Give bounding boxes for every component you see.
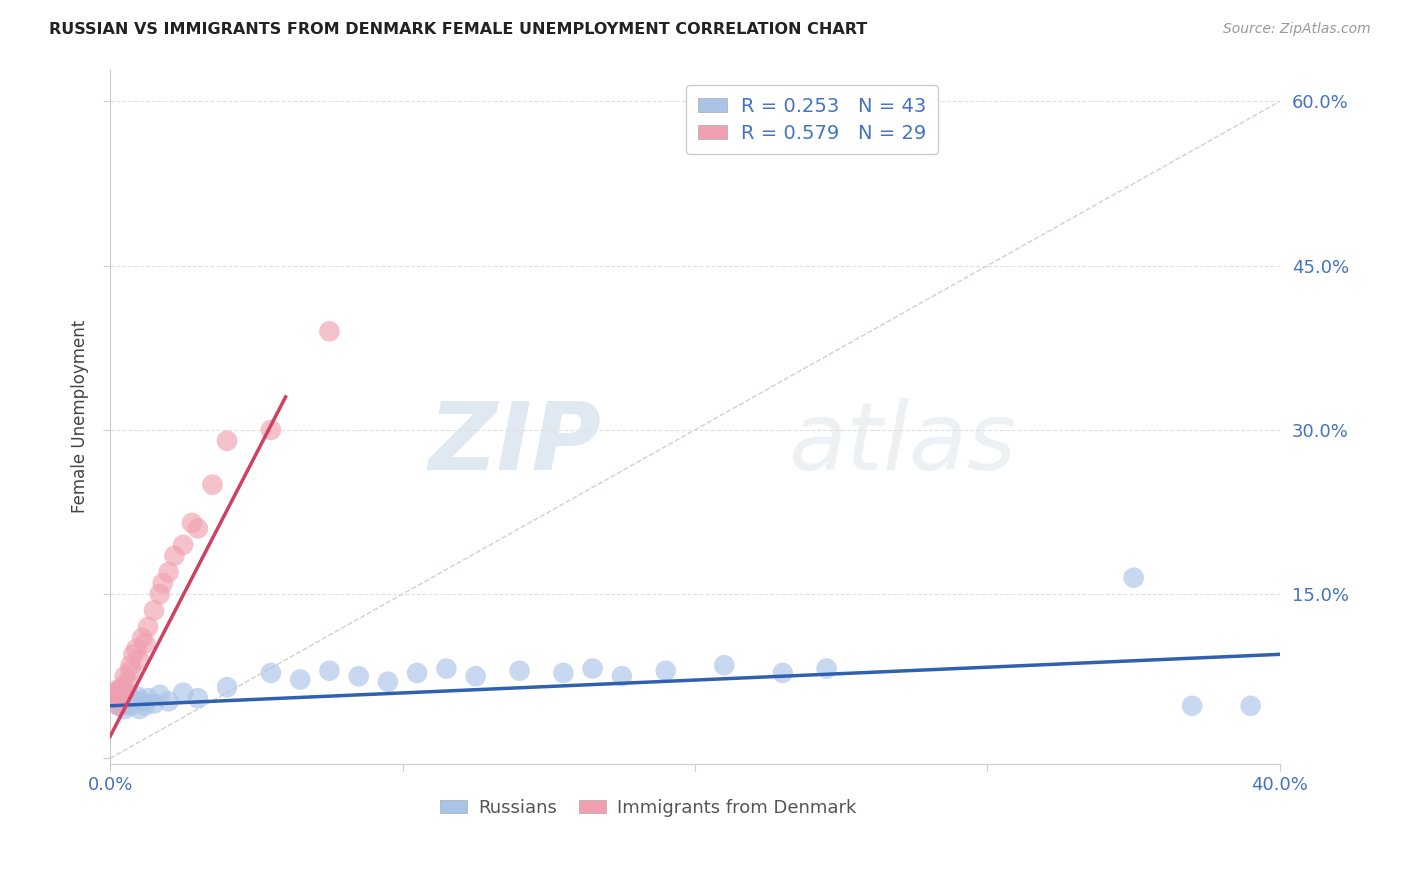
Point (1181, 698, 1204, 713)
Point (815, 662, 838, 676)
Point (131, 694, 153, 708)
Point (114, 669, 136, 683)
Point (201, 477, 224, 491)
Point (288, 673, 311, 687)
Text: ZIP: ZIP (429, 398, 602, 490)
Point (128, 653, 150, 667)
Point (553, 665, 575, 680)
Point (464, 669, 486, 683)
Point (347, 669, 370, 683)
Point (134, 698, 156, 713)
Point (108, 688, 131, 702)
Point (104, 686, 127, 700)
Point (187, 691, 209, 706)
Text: RUSSIAN VS IMMIGRANTS FROM DENMARK FEMALE UNEMPLOYMENT CORRELATION CHART: RUSSIAN VS IMMIGRANTS FROM DENMARK FEMAL… (49, 22, 868, 37)
Point (157, 565, 180, 579)
Point (163, 549, 186, 563)
Point (125, 641, 148, 656)
Point (181, 516, 204, 530)
Point (114, 702, 136, 716)
Point (318, 324, 340, 338)
Point (581, 662, 603, 676)
Point (101, 691, 124, 706)
Point (149, 587, 172, 601)
Text: Source: ZipAtlas.com: Source: ZipAtlas.com (1223, 22, 1371, 37)
Point (120, 698, 142, 713)
Point (108, 698, 131, 713)
Point (318, 664, 340, 678)
Point (120, 658, 142, 673)
Point (260, 423, 283, 437)
Point (772, 665, 794, 680)
Point (125, 689, 148, 703)
Point (172, 538, 194, 552)
Point (142, 603, 165, 617)
Point (122, 648, 145, 662)
Point (101, 688, 124, 702)
Point (122, 693, 145, 707)
Point (108, 698, 131, 713)
Point (136, 691, 159, 706)
Point (128, 702, 150, 716)
Legend: Russians, Immigrants from Denmark: Russians, Immigrants from Denmark (433, 792, 863, 824)
Point (131, 631, 153, 645)
Point (111, 680, 134, 694)
Point (117, 697, 139, 711)
Point (260, 665, 283, 680)
Point (136, 620, 159, 634)
Point (187, 521, 209, 535)
Point (114, 686, 136, 700)
Point (406, 665, 429, 680)
Point (434, 662, 457, 676)
Point (111, 694, 134, 708)
Text: atlas: atlas (789, 399, 1017, 490)
Point (117, 674, 139, 689)
Point (713, 658, 735, 673)
Point (172, 686, 194, 700)
Point (152, 576, 174, 591)
Point (120, 664, 142, 678)
Point (114, 691, 136, 706)
Y-axis label: Female Unemployment: Female Unemployment (72, 319, 89, 513)
Point (610, 669, 633, 683)
Point (157, 694, 180, 708)
Point (117, 686, 139, 700)
Point (1122, 571, 1144, 585)
Point (654, 664, 676, 678)
Point (108, 688, 131, 702)
Point (104, 697, 127, 711)
Point (104, 683, 127, 698)
Point (1240, 698, 1263, 713)
Point (149, 688, 172, 702)
Point (215, 434, 238, 448)
Point (508, 664, 530, 678)
Point (111, 683, 134, 698)
Point (134, 636, 156, 650)
Point (104, 691, 127, 706)
Point (377, 674, 399, 689)
Point (142, 697, 165, 711)
Point (215, 680, 238, 694)
